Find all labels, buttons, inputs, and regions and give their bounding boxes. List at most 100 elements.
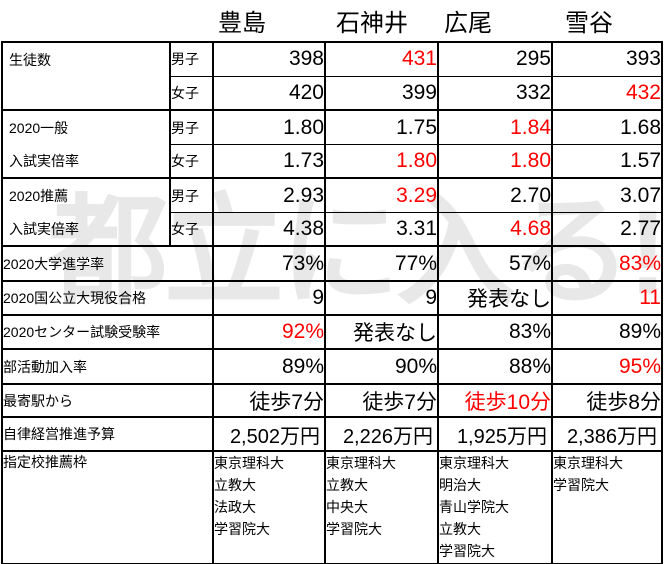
sub-label-male: 男子: [169, 109, 214, 145]
value-cell: 90%: [324, 348, 439, 385]
value-cell: 4.68: [437, 212, 553, 247]
value-cell: 1.80: [324, 144, 439, 179]
sub-label-male: 男子: [169, 41, 214, 77]
value-cell: 3.29: [324, 177, 439, 213]
value-cell: 徒歩8分: [551, 383, 663, 418]
value-cell: 2.77: [551, 212, 663, 247]
value-cell: 4.38: [212, 212, 326, 247]
university-name: 法政大: [214, 499, 256, 515]
sub-label-female: 女子: [169, 212, 214, 247]
column-header-hiroo: 広尾: [444, 10, 492, 37]
value-cell: 発表なし: [324, 314, 439, 350]
value-cell: 89%: [212, 348, 326, 385]
column-header-shakujii: 石神井: [336, 10, 408, 37]
table-row: 2020大学進学率 73% 77% 57% 83%: [1, 245, 663, 282]
university-name: 明治大: [439, 477, 481, 493]
comparison-table: 生徒数 男子 398 431 295 393 女子 420 399 332 43…: [1, 41, 663, 564]
table-row: 女子 420 399 332 432: [2, 75, 663, 111]
university-name: 東京理科大: [553, 455, 623, 471]
value-cell: 399: [324, 75, 439, 111]
value-cell: 420: [212, 75, 326, 111]
value-cell: 11: [551, 280, 663, 316]
table-row: 女子 1.73 1.80 1.80 1.57: [2, 144, 663, 179]
sub-label-female: 女子: [169, 144, 214, 179]
value-cell: 92%: [212, 314, 326, 350]
column-header-toshima: 豊島: [218, 10, 266, 37]
value-cell: 9: [324, 280, 439, 316]
table-row: 最寄駅から 徒歩7分 徒歩7分 徒歩10分 徒歩8分: [1, 383, 663, 418]
value-cell: 発表なし: [437, 280, 553, 316]
table-row: 2020推薦 入試実倍率 男子 2.93 3.29 2.70 3.07: [1, 177, 663, 247]
table-row: 女子 4.38 3.31 4.68 2.77: [2, 212, 663, 247]
value-cell: 1.73: [212, 144, 326, 179]
value-cell: 3.31: [324, 212, 439, 247]
row-label-budget: 自律経営推進予算: [1, 416, 214, 452]
row-label-designated-recommendation: 指定校推薦枠: [1, 450, 214, 564]
university-name: 青山学院大: [439, 499, 509, 515]
university-name: 学習院大: [553, 477, 609, 493]
university-name: 東京理科大: [439, 455, 509, 471]
university-name: 学習院大: [326, 521, 382, 537]
column-header-yukigaya: 雪谷: [565, 10, 613, 37]
row-label-students: 生徒数: [1, 41, 171, 111]
value-cell: 95%: [551, 348, 663, 385]
value-cell: 88%: [437, 348, 553, 385]
value-cell: 2.93: [212, 177, 326, 213]
university-name: 学習院大: [214, 521, 270, 537]
value-cell: 徒歩7分: [324, 383, 439, 418]
value-cell: 1.80: [212, 109, 326, 145]
university-name: 中央大: [326, 499, 368, 515]
value-cell: 1,925万円: [437, 416, 553, 452]
value-cell: 2,386万円: [551, 416, 663, 452]
value-cell: 393: [551, 41, 663, 77]
value-cell: 徒歩7分: [212, 383, 326, 418]
value-cell: 2,502万円: [212, 416, 326, 452]
table-row: 指定校推薦枠 東京理科大 立教大 法政大 学習院大 東京理科大 立教大 中央大 …: [1, 450, 663, 564]
value-cell: 295: [437, 41, 553, 77]
table-row: 2020センター試験受験率 92% 発表なし 83% 89%: [1, 314, 663, 350]
table-row: 生徒数 男子 398 431 295 393: [1, 41, 663, 111]
university-list-hiroo: 東京理科大 明治大 青山学院大 立教大 学習院大: [437, 450, 553, 564]
value-cell: 73%: [212, 245, 326, 282]
value-cell: 89%: [551, 314, 663, 350]
row-label-recommendation-exam-ratio: 2020推薦 入試実倍率: [1, 177, 171, 247]
sub-label-female: 女子: [169, 75, 214, 111]
value-cell: 83%: [551, 245, 663, 282]
university-list-shakujii: 東京理科大 立教大 中央大 学習院大: [324, 450, 439, 564]
row-label-center-exam-rate: 2020センター試験受験率: [1, 314, 214, 350]
value-cell: 2,226万円: [324, 416, 439, 452]
value-cell: 3.07: [551, 177, 663, 213]
value-cell: 432: [551, 75, 663, 111]
row-label-nearest-station: 最寄駅から: [1, 383, 214, 418]
value-cell: 1.68: [551, 109, 663, 145]
value-cell: 57%: [437, 245, 553, 282]
value-cell: 9: [212, 280, 326, 316]
university-list-toshima: 東京理科大 立教大 法政大 学習院大: [212, 450, 326, 564]
university-name: 立教大: [326, 477, 368, 493]
value-cell: 徒歩10分: [437, 383, 553, 418]
value-cell: 83%: [437, 314, 553, 350]
value-cell: 1.84: [437, 109, 553, 145]
row-label-national-university-pass: 2020国公立大現役合格: [1, 280, 214, 316]
university-name: 東京理科大: [326, 455, 396, 471]
row-label-university-rate: 2020大学進学率: [1, 245, 214, 282]
value-cell: 1.57: [551, 144, 663, 179]
value-cell: 2.70: [437, 177, 553, 213]
university-name: 立教大: [439, 521, 481, 537]
value-cell: 1.75: [324, 109, 439, 145]
table-row: 自律経営推進予算 2,502万円 2,226万円 1,925万円 2,386万円: [1, 416, 663, 452]
table-row: 2020一般 入試実倍率 男子 1.80 1.75 1.84 1.68: [1, 109, 663, 179]
value-cell: 1.80: [437, 144, 553, 179]
row-label-general-exam-ratio: 2020一般 入試実倍率: [1, 109, 171, 179]
value-cell: 431: [324, 41, 439, 77]
university-list-yukigaya: 東京理科大 学習院大: [551, 450, 663, 564]
value-cell: 77%: [324, 245, 439, 282]
row-label-club-participation: 部活動加入率: [1, 348, 214, 385]
university-name: 立教大: [214, 477, 256, 493]
value-cell: 332: [437, 75, 553, 111]
value-cell: 398: [212, 41, 326, 77]
university-name: 東京理科大: [214, 455, 284, 471]
table-row: 部活動加入率 89% 90% 88% 95%: [1, 348, 663, 385]
table-row: 2020国公立大現役合格 9 9 発表なし 11: [1, 280, 663, 316]
